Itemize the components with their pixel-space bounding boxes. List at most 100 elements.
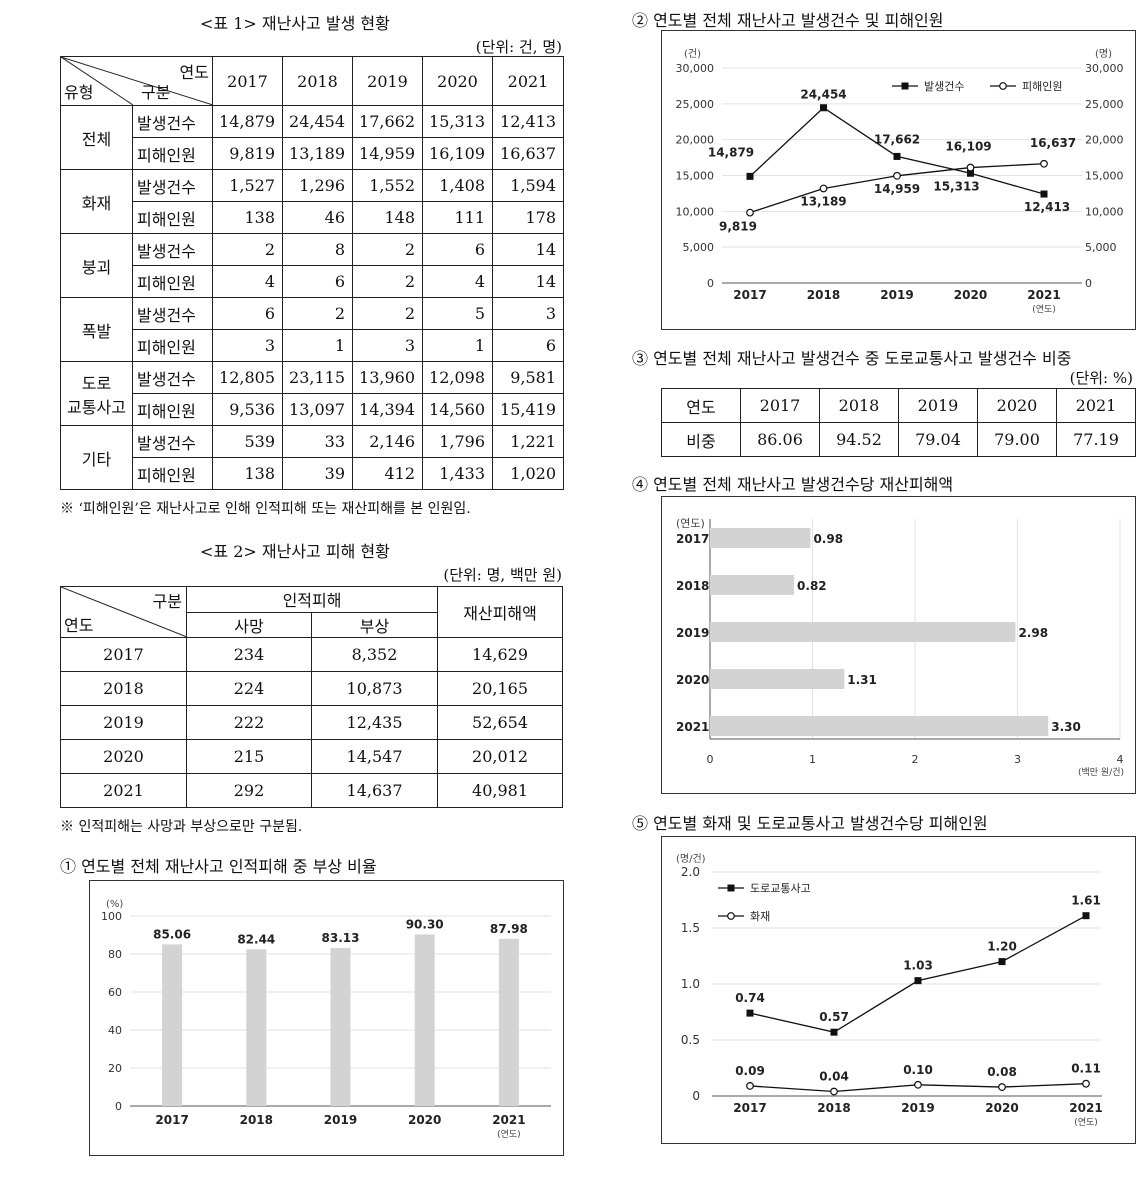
chart5-point-circle xyxy=(914,1080,922,1089)
chart4-title: ④ 연도별 전체 재난사고 발생건수당 재산피해액 xyxy=(632,475,954,494)
table1-item-label: 피해인원 xyxy=(132,137,213,170)
chart2-y-tick-left: 0 xyxy=(707,277,714,290)
table1-cell: 178 xyxy=(492,201,564,234)
chart2-x-tick: 2019 xyxy=(880,288,913,302)
table2-header-injury: 부상 xyxy=(310,611,439,638)
table1-header-gubun: 구분 xyxy=(141,83,171,102)
chart5-x-tick: 2017 xyxy=(733,1101,766,1115)
chart5-data-label: 1.61 xyxy=(1071,894,1101,908)
table1-row: 피해인원 4 6 2 4 14 xyxy=(61,265,564,298)
chart1-x-unit: (연도) xyxy=(497,1129,521,1140)
chart1-x-tick: 2020 xyxy=(408,1113,441,1127)
table1-cell: 9,819 xyxy=(212,137,283,170)
table1-cell: 24,454 xyxy=(282,105,353,138)
chart2-data-label: 12,413 xyxy=(1024,200,1070,214)
chart4-x-unit: (백만 원/건) xyxy=(1078,767,1124,778)
table1-row: 기타 발생건수 539 33 2,146 1,796 1,221 xyxy=(60,425,564,490)
chart2-y-tick-left: 30,000 xyxy=(676,62,715,75)
table1-cell: 14 xyxy=(492,233,564,266)
chart4-data-label: 1.31 xyxy=(847,673,877,687)
chart4-x-tick: 3 xyxy=(1014,753,1021,766)
table1-item-label: 발생건수 xyxy=(132,105,213,138)
chart1-frame: (%) 0 20 40 60 80 100 85.06 2017 82.44 2018 83.13 20… xyxy=(89,880,564,1156)
chart4-bar xyxy=(710,669,845,689)
table1-cell: 1,796 xyxy=(422,425,493,458)
table1-cell: 1 xyxy=(422,329,493,362)
table1-type-cell: 전체 xyxy=(60,105,133,170)
table2-cell-property: 52,654 xyxy=(437,705,564,740)
chart1-x-tick: 2018 xyxy=(240,1113,273,1127)
table1-year-header: 2020 xyxy=(422,56,493,106)
table2-row: 2017 234 8,352 14,629 xyxy=(60,637,564,672)
chart5-point-square xyxy=(1082,912,1090,920)
table2-row: 2021 292 14,637 40,981 xyxy=(60,773,564,808)
table1-row: 폭발 발생건수 6 2 2 5 3 xyxy=(60,297,564,362)
table1-year-header: 2019 xyxy=(352,56,423,106)
table1-item-label: 발생건수 xyxy=(132,297,213,330)
table1-cell: 13,097 xyxy=(282,393,353,426)
chart2-point-circle xyxy=(966,163,975,172)
table2-unit: (단위: 명, 백만 원) xyxy=(443,566,562,584)
chart2-x-tick: 2018 xyxy=(807,288,840,302)
chart5-data-label: 0.08 xyxy=(987,1065,1017,1079)
table2-note: ※ 인적피해는 사망과 부상으로만 구분됨. xyxy=(60,819,303,835)
chart1-data-label: 85.06 xyxy=(153,927,191,941)
chart2-y-tick-right: 5,000 xyxy=(1085,241,1117,254)
chart2-frame: (건) (명) 0 0 5,000 5,000 10,000 10,000 15,000 15,0… xyxy=(661,30,1136,330)
chart1-y-tick: 100 xyxy=(101,910,122,923)
table1-corner-header: 연도 구분 유형 xyxy=(60,56,213,106)
chart1-data-label: 82.44 xyxy=(237,932,275,946)
table1-header-type: 유형 xyxy=(64,83,94,102)
chart5-y-tick: 2.0 xyxy=(681,865,700,879)
table2-cell-year: 2017 xyxy=(60,637,187,672)
chart1-y-unit: (%) xyxy=(106,899,123,910)
chart2-data-label: 24,454 xyxy=(800,88,846,102)
table1-cell: 12,413 xyxy=(492,105,564,138)
chart2-data-label: 9,819 xyxy=(719,220,757,234)
table3-header: 연도 xyxy=(661,388,741,423)
table3-row-label: 비중 xyxy=(661,422,741,457)
chart4-data-label: 3.30 xyxy=(1051,720,1081,734)
chart4-data-label: 0.98 xyxy=(813,532,843,546)
chart4-bar xyxy=(710,622,1016,642)
chart1-bar xyxy=(246,949,267,1106)
chart5-data-label: 0.11 xyxy=(1071,1062,1101,1076)
chart5-data-label: 0.09 xyxy=(735,1064,765,1078)
table1-cell: 14,560 xyxy=(422,393,493,426)
chart5-y-unit: (명/건) xyxy=(676,853,706,865)
table3-value: 79.00 xyxy=(977,422,1057,457)
chart1-data-label: 83.13 xyxy=(322,931,360,945)
table1-row: 전체 발생건수 14,879 24,454 17,662 15,313 12,413 xyxy=(60,105,564,170)
chart5-data-label: 1.20 xyxy=(987,940,1017,954)
chart4-bar xyxy=(710,575,795,595)
chart1-bar xyxy=(330,948,351,1106)
chart1-x-tick: 2017 xyxy=(155,1113,188,1127)
table2-header-human: 인적피해 xyxy=(185,586,439,613)
table2-cell-death: 234 xyxy=(186,637,312,672)
table1-cell: 1,020 xyxy=(492,457,564,490)
table1-cell: 33 xyxy=(282,425,353,458)
chart5-point-square xyxy=(830,1028,838,1036)
table1-type-label: 도로 xyxy=(81,373,112,393)
chart2-title: ② 연도별 전체 재난사고 발생건수 및 피해인원 xyxy=(632,11,944,30)
table2-cell-injury: 12,435 xyxy=(310,705,439,740)
chart2-data-label: 16,109 xyxy=(945,140,991,154)
table2-cell-property: 20,165 xyxy=(437,671,564,706)
table2-cell-year: 2019 xyxy=(60,705,187,740)
chart2-x-tick: 2020 xyxy=(954,288,987,302)
table3-year: 2017 xyxy=(740,388,820,423)
table2-cell-year: 2021 xyxy=(60,773,187,808)
table1-cell: 46 xyxy=(282,201,353,234)
table1-cell: 1,408 xyxy=(422,169,493,202)
table1-cell: 14,394 xyxy=(352,393,423,426)
chart2-y-unit-right: (명) xyxy=(1095,48,1112,60)
chart2-x-unit: (연도) xyxy=(1032,304,1056,315)
chart5-series-line xyxy=(749,915,1087,1033)
table1-item-label: 발생건수 xyxy=(132,169,213,202)
table1-cell: 3 xyxy=(212,329,283,362)
table1-type-label: 교통사고 xyxy=(67,397,126,417)
chart4-data-label: 0.82 xyxy=(797,579,827,593)
chart2-data-label: 14,879 xyxy=(708,145,754,159)
table1-cell: 23,115 xyxy=(282,361,353,394)
